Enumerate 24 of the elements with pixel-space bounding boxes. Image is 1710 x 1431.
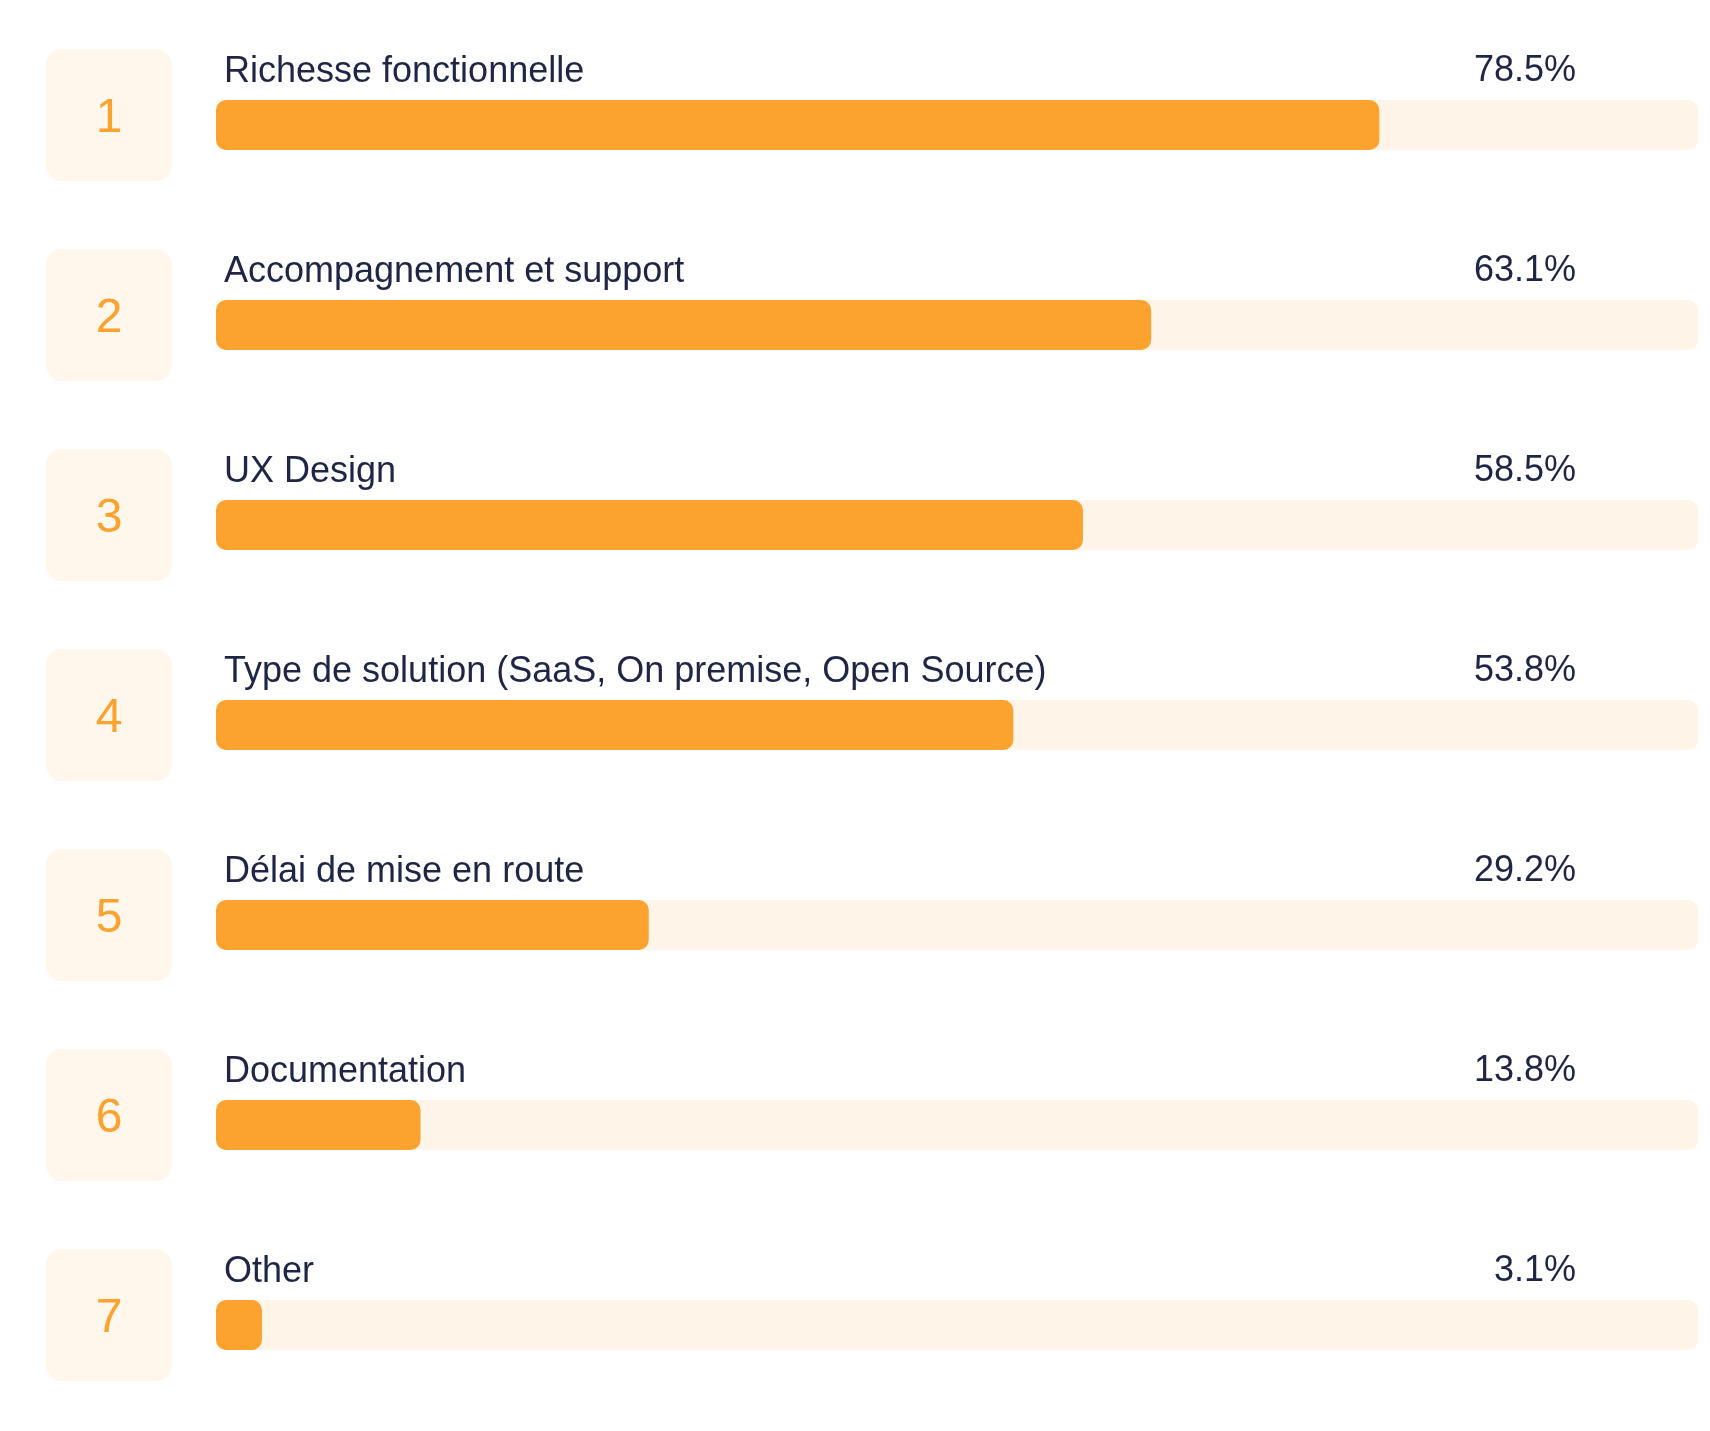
data-label: 58.5%: [1473, 447, 1576, 489]
data-label: 13.8%: [1473, 1047, 1576, 1089]
data-label: 29.2%: [1473, 847, 1576, 889]
rounded-square: 3: [46, 449, 172, 581]
y-tick-label: Délai de mise en route: [224, 848, 585, 890]
bar: [216, 1100, 421, 1150]
y-tick-label: Accompagnement et support: [224, 248, 685, 290]
rounded-square: 6: [46, 1049, 172, 1181]
data-label: 3.1%: [1493, 1247, 1576, 1289]
data-label: 63.1%: [1473, 247, 1576, 289]
rounded-square: 2: [46, 249, 172, 381]
y-tick-label: Type de solution (SaaS, On premise, Open Source): [224, 648, 1047, 690]
y-tick-label: Documentation: [224, 1048, 467, 1090]
rounded-square: 7: [46, 1249, 172, 1381]
rounded-square: 1: [46, 49, 172, 181]
bar: [216, 1300, 262, 1350]
rounded-square: 4: [46, 649, 172, 781]
data-label: 78.5%: [1473, 47, 1576, 89]
y-tick-label: Richesse fonctionnelle: [224, 48, 585, 90]
data-label: 53.8%: [1473, 647, 1576, 689]
y-tick-label: UX Design: [224, 448, 397, 490]
bar: [216, 900, 649, 950]
y-tick-label: Other: [224, 1248, 315, 1290]
rounded-square: 5: [46, 849, 172, 981]
